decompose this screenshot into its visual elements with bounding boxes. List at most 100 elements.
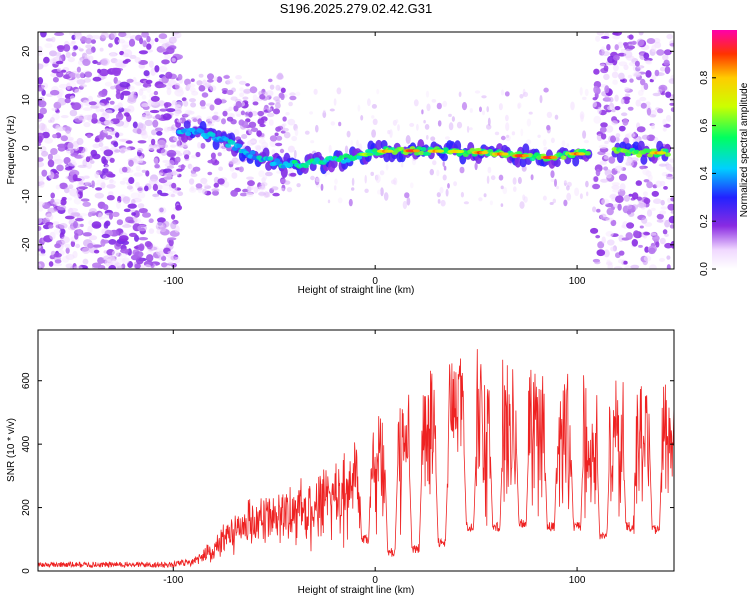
heatmap-blob [165,71,173,79]
heatmap-blob [605,231,614,237]
heatmap-blob [87,225,93,234]
heatmap-blob [258,192,266,196]
heatmap-blob [65,148,75,154]
heatmap-blob [82,58,91,66]
heatmap-blob [77,228,83,235]
heatmap-blob [600,36,610,39]
heatmap-blob [120,248,130,254]
colorbar-tick-label: 0.2 [699,214,710,228]
heatmap-blob [133,172,143,177]
heatmap-blob [406,197,411,206]
heatmap-blob [136,128,142,135]
heatmap-blob [504,91,510,97]
heatmap-x-ticks: -100 0 100 [163,32,586,287]
heatmap-blob [272,192,280,197]
heatmap-blob [52,201,60,205]
heatmap-blob [255,145,262,152]
heatmap-blob [267,112,275,118]
heatmap-blob [251,110,258,116]
heatmap-blob [99,108,105,113]
heatmap-blob [168,159,175,167]
heatmap-blob [643,82,649,90]
heatmap-blob [168,238,174,247]
heatmap-blob [197,188,203,194]
heatmap-blob [453,181,457,187]
heatmap-blob [530,174,534,181]
heatmap-blob [563,199,568,207]
heatmap-blob [669,224,674,229]
heatmap-blob [603,166,609,171]
heatmap-blob [280,187,285,191]
heatmap-blob [126,78,134,83]
heatmap-blob [620,98,625,105]
heatmap-blob [265,90,274,97]
heatmap-blob [275,142,283,147]
heatmap-blob [100,32,109,39]
heatmap-blob [653,136,659,144]
heatmap-blob [138,88,144,96]
heatmap-blob [116,89,121,95]
heatmap-blob [494,131,500,136]
heatmap-blob [267,107,272,112]
heatmap-blob [206,122,214,127]
heatmap-blob [645,148,651,153]
heatmap-blob [230,189,238,197]
heatmap-blob [669,102,674,106]
heatmap-blob [519,94,524,99]
heatmap-blob [627,45,635,50]
heatmap-blob [561,140,566,147]
heatmap-blob [175,204,183,211]
heatmap-blob [643,232,651,236]
heatmap-blob [461,102,468,111]
heatmap-blob [346,130,351,138]
heatmap-blob [103,149,114,157]
heatmap-blob [451,116,455,122]
heatmap-blob [643,52,650,60]
heatmap-blob [627,74,633,79]
heatmap-blob [231,172,238,179]
heatmap-blob [61,196,67,201]
heatmap-blob [104,220,111,227]
heatmap-blob [487,117,491,126]
heatmap-blob [82,159,87,167]
heatmap-blob [120,149,126,154]
heatmap-blob [606,44,611,51]
heatmap-blob [367,98,371,107]
heatmap-blob [113,141,119,148]
heatmap-blob [118,138,127,142]
heatmap-blob [654,41,662,49]
heatmap-blob [439,186,444,194]
heatmap-blob [200,105,206,110]
heatmap-blob [112,67,122,75]
heatmap-blob [38,226,42,231]
heatmap-blob [614,94,619,102]
heatmap-blob [606,207,614,216]
heatmap-blob [366,152,374,156]
heatmap-blob [611,184,620,190]
colorbar-tick-label: 0.4 [699,166,710,180]
heatmap-blob [282,123,287,127]
heatmap-blob [85,48,93,55]
heatmap-blob [610,246,616,252]
heatmap-blob [213,182,219,188]
heatmap-blob [327,199,331,204]
heatmap-blob [65,51,71,59]
heatmap-blob [615,195,624,203]
heatmap-blob [55,184,61,190]
heatmap-blob [445,188,449,197]
heatmap-blob [645,60,652,64]
heatmap-blob [38,205,44,212]
heatmap-blob [198,85,206,92]
heatmap-blob [320,183,324,191]
heatmap-blob [102,204,109,211]
heatmap-blob [420,147,427,152]
heatmap-blob [166,165,175,169]
heatmap-blob [157,83,167,88]
heatmap-blob [376,88,380,95]
heatmap-blob [91,180,95,189]
heatmap-blob [605,261,613,266]
heatmap-blob [92,262,102,268]
heatmap-blob [38,161,45,168]
heatmap-blob [519,201,525,209]
heatmap-blob [167,171,174,176]
